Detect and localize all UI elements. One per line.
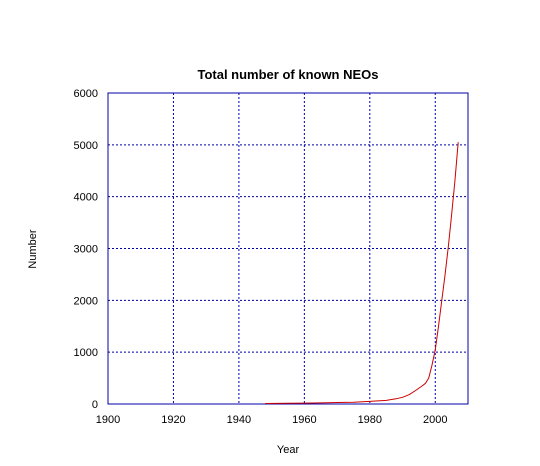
x-tick-label: 2000 (423, 414, 447, 426)
y-tick-label: 0 (92, 399, 98, 411)
grid-lines (108, 93, 468, 404)
y-tick-label: 3000 (74, 244, 98, 256)
y-tick-label: 6000 (74, 88, 98, 100)
x-tick-label: 1920 (161, 414, 185, 426)
chart-title: Total number of known NEOs (197, 67, 378, 82)
y-tick-label: 2000 (74, 295, 98, 307)
x-tick-label: 1980 (358, 414, 382, 426)
y-tick-label: 5000 (74, 140, 98, 152)
x-tick-label: 1960 (292, 414, 316, 426)
x-tick-label: 1940 (227, 414, 251, 426)
y-tick-label: 1000 (74, 347, 98, 359)
y-axis-ticks: 0 1000 2000 3000 4000 5000 6000 (74, 88, 98, 411)
plot-frame (107, 92, 469, 405)
y-tick-label: 4000 (74, 192, 98, 204)
x-axis-label: Year (277, 444, 300, 456)
series-line (265, 142, 459, 404)
y-axis-label: Number (27, 229, 39, 268)
series-layer (265, 142, 459, 404)
x-axis-ticks: 1900 1920 1940 1960 1980 2000 (96, 414, 448, 426)
x-tick-label: 1900 (96, 414, 120, 426)
